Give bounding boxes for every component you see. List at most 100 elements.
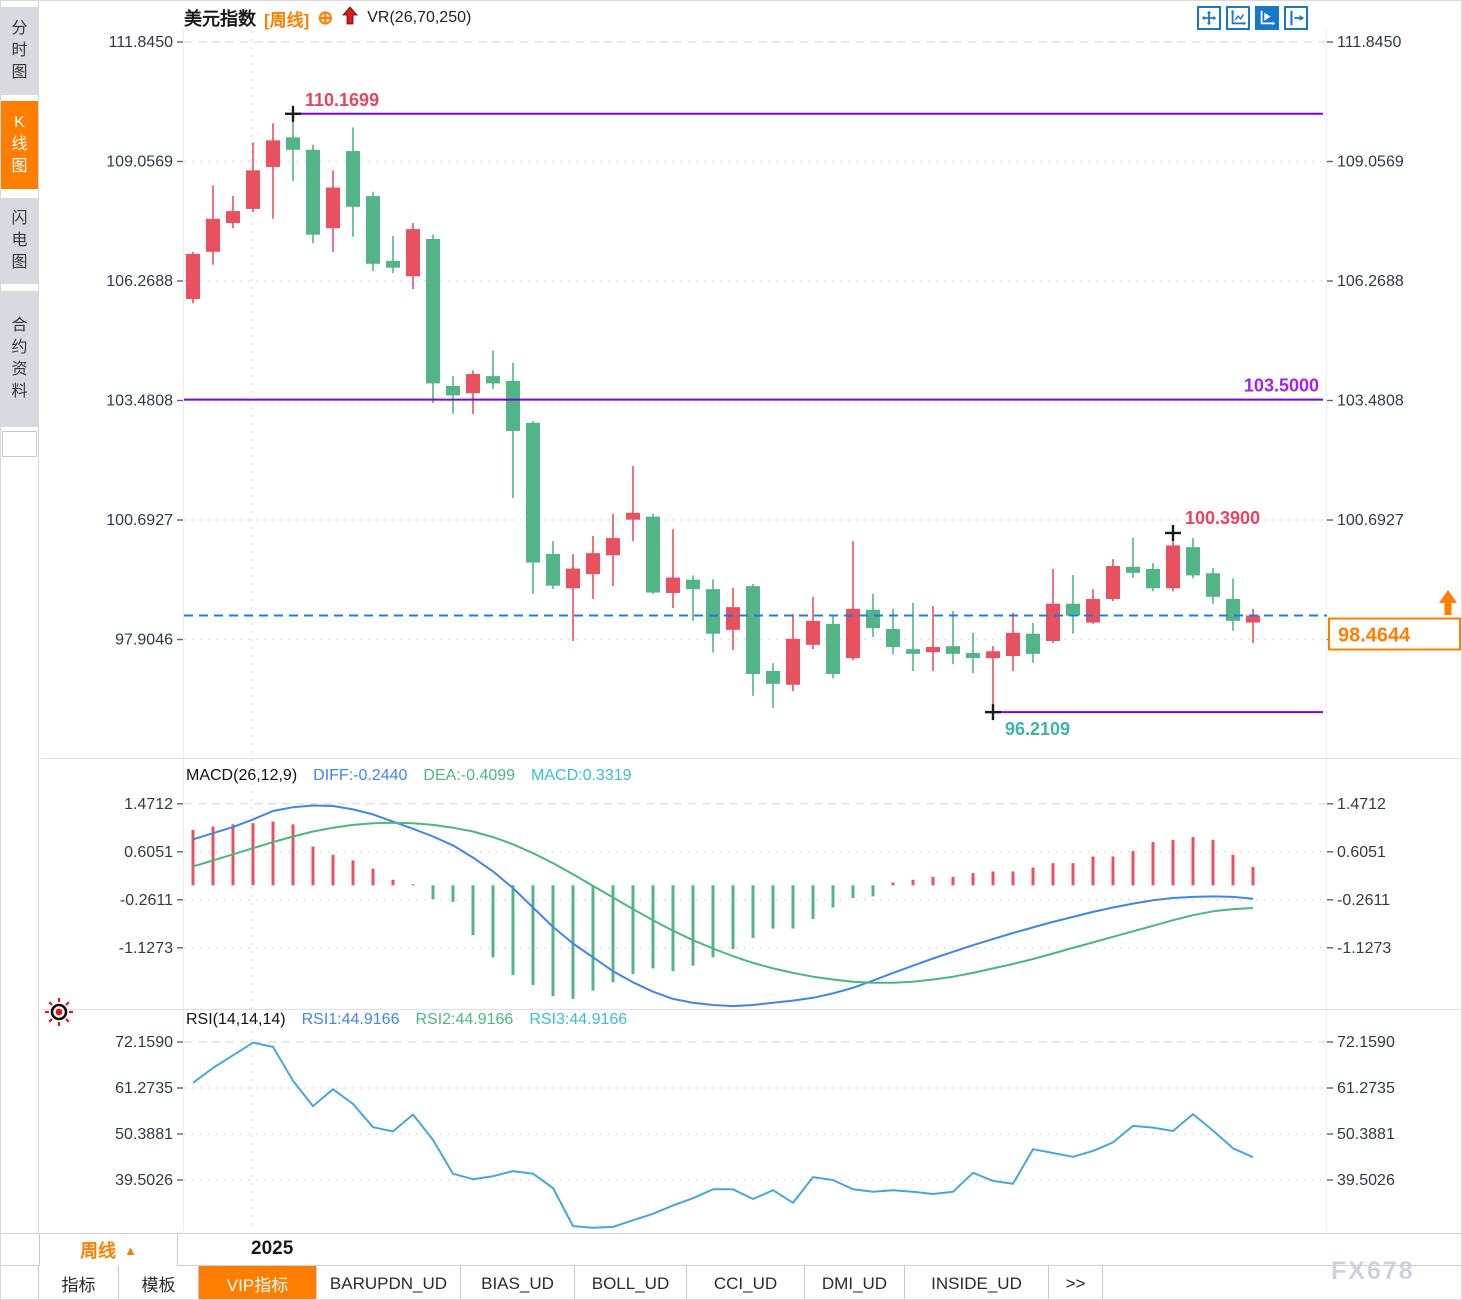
candle-body: [586, 553, 600, 575]
macd-header: MACD(26,12,9) DIFF:-0.2440 DEA:-0.4099 M…: [186, 767, 632, 785]
sidebar-tab-char: 合: [11, 317, 28, 334]
candle-body: [326, 187, 340, 229]
candle-body: [646, 516, 660, 593]
svg-text:61.2735: 61.2735: [115, 1080, 173, 1097]
candle-body: [686, 579, 700, 590]
candle-body: [826, 623, 840, 675]
svg-text:106.2688: 106.2688: [106, 273, 173, 290]
candle-body: [1066, 603, 1080, 616]
price-up-arrow-icon: [1439, 590, 1457, 615]
svg-text:103.5000: 103.5000: [1244, 376, 1319, 396]
svg-text:-0.2611: -0.2611: [120, 892, 173, 909]
crosshair-move-icon[interactable]: [1197, 6, 1221, 30]
sidebar-tab-char: K: [14, 114, 25, 131]
candle-body: [526, 422, 540, 563]
candle-body: [666, 577, 680, 593]
auto-scale-icon[interactable]: [1255, 6, 1279, 30]
x-axis-strip: 周线 ▲ 2025: [1, 1233, 1461, 1266]
candle-body: [566, 568, 580, 589]
candle-body: [766, 670, 780, 684]
sidebar-tab-char: 料: [11, 383, 28, 400]
chart-toolbar: [1197, 6, 1308, 30]
candle-body: [786, 638, 800, 685]
svg-text:72.1590: 72.1590: [1337, 1034, 1395, 1051]
svg-text:109.0569: 109.0569: [106, 154, 173, 171]
svg-text:103.4808: 103.4808: [106, 393, 173, 410]
candle-body: [466, 373, 480, 394]
period-tag[interactable]: [周线]: [264, 10, 310, 30]
indicator-tab-bar: 指标 模板 VIP指标 BARUPDN_UD BIAS_UD BOLL_UD CCI_UD D…: [1, 1266, 1461, 1299]
chart-header: 美元指数 [周线] ⊕ VR(26,70,250): [184, 5, 471, 31]
price-chart-canvas: 111.8450 111.8450 109.0569 109.0569 106.2688…: [41, 29, 1461, 1231]
current-price-box: [1328, 617, 1461, 651]
sidebar-tab-3[interactable]: 闪电图: [1, 198, 38, 284]
candle-body: [886, 628, 900, 647]
candle-body: [226, 211, 240, 224]
candle-body: [546, 553, 560, 586]
pan-right-icon[interactable]: [1284, 6, 1308, 30]
svg-text:97.9046: 97.9046: [115, 632, 173, 649]
period-selector[interactable]: 周线 ▲: [39, 1234, 178, 1266]
svg-text:0.6051: 0.6051: [124, 844, 173, 861]
x-axis-year-label: 2025: [251, 1238, 294, 1259]
candle-body: [206, 218, 220, 252]
candle-body: [626, 512, 640, 520]
macd-dea-value: DEA:-0.4099: [423, 767, 516, 784]
sidebar-tab-4[interactable]: 合约资料: [1, 291, 38, 427]
bottom-tab-10[interactable]: >>: [1049, 1266, 1103, 1299]
svg-text:100.6927: 100.6927: [1337, 512, 1404, 529]
svg-text:61.2735: 61.2735: [1337, 1080, 1395, 1097]
svg-text:100.3900: 100.3900: [1185, 508, 1260, 528]
add-indicator-icon[interactable]: ⊕: [317, 7, 334, 29]
candle-body: [1206, 573, 1220, 597]
rsi1-value: RSI1:44.9166: [301, 1011, 400, 1028]
bottom-tab-8[interactable]: DMI_UD: [805, 1266, 905, 1299]
bottom-tab-9[interactable]: INSIDE_UD: [905, 1266, 1049, 1299]
rsi-header: RSI(14,14,14) RSI1:44.9166 RSI2:44.9166 …: [186, 1011, 627, 1029]
svg-text:50.3881: 50.3881: [115, 1126, 173, 1143]
bottom-tab-4[interactable]: BARUPDN_UD: [317, 1266, 461, 1299]
candle-body: [1006, 632, 1020, 656]
bottom-tab-7[interactable]: CCI_UD: [687, 1266, 805, 1299]
bottom-tab-6[interactable]: BOLL_UD: [575, 1266, 687, 1299]
candle-body: [806, 620, 820, 645]
candle-body: [706, 589, 720, 634]
period-up-triangle-icon: ▲: [124, 1242, 137, 1258]
svg-text:109.0569: 109.0569: [1337, 154, 1404, 171]
symbol-title: 美元指数: [184, 9, 256, 29]
bottom-tab-5[interactable]: BIAS_UD: [461, 1266, 575, 1299]
candle-body: [946, 646, 960, 654]
candle-body: [746, 586, 760, 675]
candle-body: [926, 646, 940, 653]
sidebar-tab-char: 时: [11, 42, 28, 59]
sidebar-tab-char: 电: [11, 232, 28, 249]
svg-text:-1.1273: -1.1273: [119, 940, 173, 957]
axis-scale-icon[interactable]: [1226, 6, 1250, 30]
candle-body: [266, 140, 280, 167]
bottom-tab-1[interactable]: 指标: [39, 1266, 119, 1299]
svg-text:103.4808: 103.4808: [1337, 393, 1404, 410]
svg-text:39.5026: 39.5026: [1337, 1172, 1395, 1189]
candle-body: [406, 229, 420, 277]
period-selector-label: 周线: [80, 1241, 117, 1261]
candle-body: [306, 149, 320, 235]
watermark: FX678: [1331, 1257, 1415, 1285]
trend-up-icon: [341, 5, 359, 31]
candle-body: [1226, 598, 1240, 621]
candle-body: [1186, 547, 1200, 576]
candle-body: [386, 260, 400, 268]
bottom-tab-2[interactable]: 模板: [119, 1266, 199, 1299]
alert-sun-icon[interactable]: [43, 996, 75, 1033]
candle-body: [606, 538, 620, 556]
candle-body: [1146, 568, 1160, 589]
svg-text:39.5026: 39.5026: [115, 1172, 173, 1189]
bottom-tab-3[interactable]: VIP指标: [199, 1266, 317, 1299]
rsi2-value: RSI2:44.9166: [415, 1011, 514, 1028]
sidebar-tab-1[interactable]: 分时图: [1, 7, 38, 95]
svg-text:-0.2611: -0.2611: [1337, 892, 1390, 909]
svg-text:1.4712: 1.4712: [1337, 796, 1386, 813]
rsi3-value: RSI3:44.9166: [529, 1011, 628, 1028]
svg-text:100.6927: 100.6927: [106, 512, 173, 529]
